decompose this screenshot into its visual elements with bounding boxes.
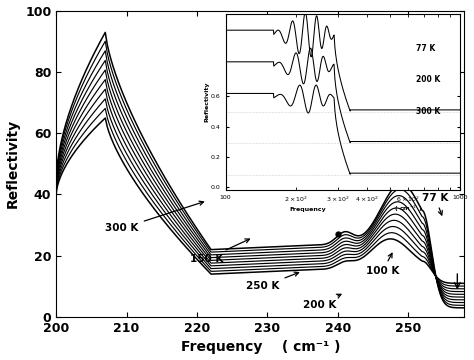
Text: 100 K: 100 K [366,253,399,276]
Text: 150 K: 150 K [190,239,249,264]
Text: 300 K: 300 K [106,201,203,233]
Text: 200 K: 200 K [302,294,341,310]
X-axis label: Frequency    ( cm⁻¹ ): Frequency ( cm⁻¹ ) [181,341,340,355]
Text: 250 K: 250 K [246,272,299,292]
Text: 77 K: 77 K [422,193,448,215]
Y-axis label: Reflectivity: Reflectivity [6,119,19,208]
